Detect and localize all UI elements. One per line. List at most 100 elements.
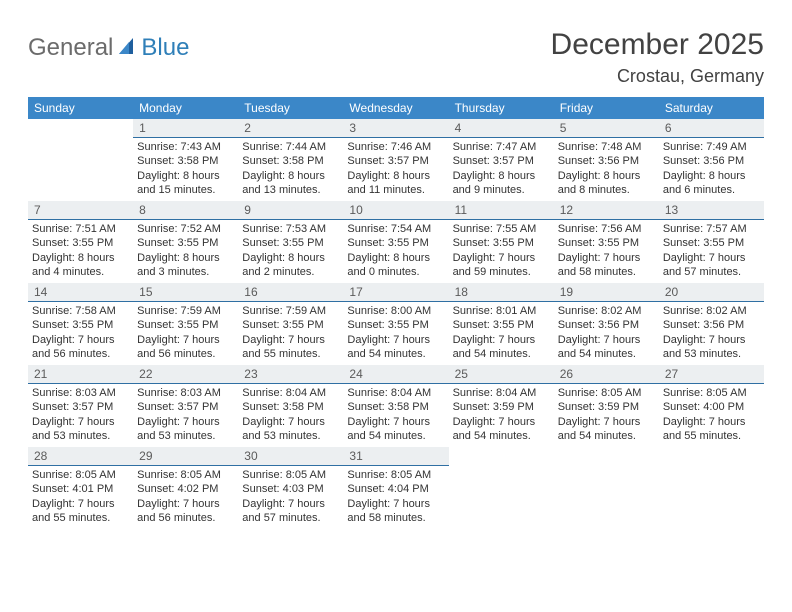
calendar-day-cell: 22Sunrise: 8:03 AMSunset: 3:57 PMDayligh… xyxy=(133,365,238,447)
day-number: 20 xyxy=(659,283,764,302)
calendar-day-cell: 18Sunrise: 8:01 AMSunset: 3:55 PMDayligh… xyxy=(449,283,554,365)
day-number: 10 xyxy=(343,201,448,220)
day-detail-line: Sunset: 3:57 PM xyxy=(453,154,550,168)
day-details: Sunrise: 8:02 AMSunset: 3:56 PMDaylight:… xyxy=(659,302,764,363)
calendar-day-cell: 16Sunrise: 7:59 AMSunset: 3:55 PMDayligh… xyxy=(238,283,343,365)
day-number: 25 xyxy=(449,365,554,384)
day-detail-line: Sunset: 3:59 PM xyxy=(558,400,655,414)
day-number: 28 xyxy=(28,447,133,466)
day-detail-line: Sunrise: 8:02 AM xyxy=(558,304,655,318)
day-details: Sunrise: 7:54 AMSunset: 3:55 PMDaylight:… xyxy=(343,220,448,281)
weekday-header: Tuesday xyxy=(238,97,343,119)
day-detail-line: Sunrise: 7:56 AM xyxy=(558,222,655,236)
day-detail-line: Sunrise: 7:59 AM xyxy=(242,304,339,318)
calendar-week-row: 1Sunrise: 7:43 AMSunset: 3:58 PMDaylight… xyxy=(28,119,764,201)
day-detail-line: Sunset: 3:58 PM xyxy=(242,400,339,414)
day-number: 19 xyxy=(554,283,659,302)
day-detail-line: Daylight: 7 hours and 53 minutes. xyxy=(32,415,129,444)
weekday-header: Wednesday xyxy=(343,97,448,119)
day-number: 24 xyxy=(343,365,448,384)
day-number: 12 xyxy=(554,201,659,220)
calendar-week-row: 28Sunrise: 8:05 AMSunset: 4:01 PMDayligh… xyxy=(28,447,764,529)
day-detail-line: Sunset: 3:55 PM xyxy=(137,318,234,332)
day-detail-line: Sunset: 3:55 PM xyxy=(242,236,339,250)
weekday-header: Sunday xyxy=(28,97,133,119)
day-details: Sunrise: 7:55 AMSunset: 3:55 PMDaylight:… xyxy=(449,220,554,281)
day-detail-line: Sunset: 3:56 PM xyxy=(558,154,655,168)
day-details: Sunrise: 7:59 AMSunset: 3:55 PMDaylight:… xyxy=(133,302,238,363)
day-details: Sunrise: 7:43 AMSunset: 3:58 PMDaylight:… xyxy=(133,138,238,199)
weekday-header: Thursday xyxy=(449,97,554,119)
calendar-day-cell: 14Sunrise: 7:58 AMSunset: 3:55 PMDayligh… xyxy=(28,283,133,365)
calendar-day-cell: 30Sunrise: 8:05 AMSunset: 4:03 PMDayligh… xyxy=(238,447,343,529)
day-detail-line: Daylight: 7 hours and 54 minutes. xyxy=(453,415,550,444)
calendar-day-cell: 8Sunrise: 7:52 AMSunset: 3:55 PMDaylight… xyxy=(133,201,238,283)
day-number: 8 xyxy=(133,201,238,220)
calendar-day-cell: 4Sunrise: 7:47 AMSunset: 3:57 PMDaylight… xyxy=(449,119,554,201)
calendar-day-cell: 26Sunrise: 8:05 AMSunset: 3:59 PMDayligh… xyxy=(554,365,659,447)
day-detail-line: Sunrise: 7:55 AM xyxy=(453,222,550,236)
day-detail-line: Sunrise: 7:59 AM xyxy=(137,304,234,318)
day-detail-line: Daylight: 7 hours and 55 minutes. xyxy=(663,415,760,444)
calendar-day-cell xyxy=(449,447,554,529)
day-details: Sunrise: 7:56 AMSunset: 3:55 PMDaylight:… xyxy=(554,220,659,281)
day-details: Sunrise: 8:02 AMSunset: 3:56 PMDaylight:… xyxy=(554,302,659,363)
day-detail-line: Sunrise: 8:05 AM xyxy=(347,468,444,482)
calendar-day-cell: 11Sunrise: 7:55 AMSunset: 3:55 PMDayligh… xyxy=(449,201,554,283)
calendar-table: SundayMondayTuesdayWednesdayThursdayFrid… xyxy=(28,97,764,529)
day-details: Sunrise: 8:05 AMSunset: 4:04 PMDaylight:… xyxy=(343,466,448,527)
day-detail-line: Daylight: 7 hours and 55 minutes. xyxy=(32,497,129,526)
day-details: Sunrise: 7:52 AMSunset: 3:55 PMDaylight:… xyxy=(133,220,238,281)
day-detail-line: Daylight: 7 hours and 55 minutes. xyxy=(242,333,339,362)
day-detail-line: Sunrise: 8:03 AM xyxy=(137,386,234,400)
day-detail-line: Sunset: 4:03 PM xyxy=(242,482,339,496)
day-detail-line: Daylight: 8 hours and 3 minutes. xyxy=(137,251,234,280)
day-detail-line: Sunset: 3:55 PM xyxy=(32,236,129,250)
calendar-day-cell: 5Sunrise: 7:48 AMSunset: 3:56 PMDaylight… xyxy=(554,119,659,201)
day-detail-line: Daylight: 7 hours and 53 minutes. xyxy=(137,415,234,444)
calendar-day-cell: 28Sunrise: 8:05 AMSunset: 4:01 PMDayligh… xyxy=(28,447,133,529)
calendar-page: General Blue December 2025 Crostau, Germ… xyxy=(0,0,792,529)
weekday-header: Monday xyxy=(133,97,238,119)
day-details: Sunrise: 7:49 AMSunset: 3:56 PMDaylight:… xyxy=(659,138,764,199)
logo-text-blue: Blue xyxy=(141,34,189,62)
day-detail-line: Sunset: 3:57 PM xyxy=(32,400,129,414)
day-number: 26 xyxy=(554,365,659,384)
calendar-day-cell: 17Sunrise: 8:00 AMSunset: 3:55 PMDayligh… xyxy=(343,283,448,365)
day-detail-line: Sunrise: 7:47 AM xyxy=(453,140,550,154)
day-detail-line: Sunset: 3:55 PM xyxy=(663,236,760,250)
day-detail-line: Daylight: 7 hours and 53 minutes. xyxy=(242,415,339,444)
day-detail-line: Daylight: 7 hours and 56 minutes. xyxy=(32,333,129,362)
day-detail-line: Sunset: 3:56 PM xyxy=(663,154,760,168)
day-detail-line: Sunrise: 7:46 AM xyxy=(347,140,444,154)
calendar-day-cell: 27Sunrise: 8:05 AMSunset: 4:00 PMDayligh… xyxy=(659,365,764,447)
day-detail-line: Sunrise: 8:03 AM xyxy=(32,386,129,400)
day-detail-line: Sunset: 3:55 PM xyxy=(32,318,129,332)
calendar-day-cell xyxy=(554,447,659,529)
day-number: 6 xyxy=(659,119,764,138)
day-details: Sunrise: 8:05 AMSunset: 3:59 PMDaylight:… xyxy=(554,384,659,445)
day-details: Sunrise: 7:47 AMSunset: 3:57 PMDaylight:… xyxy=(449,138,554,199)
calendar-day-cell xyxy=(659,447,764,529)
calendar-day-cell: 25Sunrise: 8:04 AMSunset: 3:59 PMDayligh… xyxy=(449,365,554,447)
calendar-day-cell: 31Sunrise: 8:05 AMSunset: 4:04 PMDayligh… xyxy=(343,447,448,529)
calendar-day-cell: 23Sunrise: 8:04 AMSunset: 3:58 PMDayligh… xyxy=(238,365,343,447)
day-details: Sunrise: 8:01 AMSunset: 3:55 PMDaylight:… xyxy=(449,302,554,363)
calendar-week-row: 14Sunrise: 7:58 AMSunset: 3:55 PMDayligh… xyxy=(28,283,764,365)
calendar-day-cell xyxy=(28,119,133,201)
day-detail-line: Sunset: 3:57 PM xyxy=(137,400,234,414)
calendar-day-cell: 9Sunrise: 7:53 AMSunset: 3:55 PMDaylight… xyxy=(238,201,343,283)
day-detail-line: Daylight: 7 hours and 56 minutes. xyxy=(137,497,234,526)
day-details: Sunrise: 8:05 AMSunset: 4:00 PMDaylight:… xyxy=(659,384,764,445)
day-detail-line: Sunrise: 7:54 AM xyxy=(347,222,444,236)
calendar-day-cell: 24Sunrise: 8:04 AMSunset: 3:58 PMDayligh… xyxy=(343,365,448,447)
day-detail-line: Sunset: 4:00 PM xyxy=(663,400,760,414)
day-detail-line: Daylight: 7 hours and 58 minutes. xyxy=(347,497,444,526)
day-number: 9 xyxy=(238,201,343,220)
day-detail-line: Daylight: 8 hours and 11 minutes. xyxy=(347,169,444,198)
day-detail-line: Sunset: 3:55 PM xyxy=(453,318,550,332)
day-detail-line: Sunrise: 8:00 AM xyxy=(347,304,444,318)
day-detail-line: Sunrise: 7:51 AM xyxy=(32,222,129,236)
day-detail-line: Sunrise: 8:04 AM xyxy=(453,386,550,400)
day-number: 5 xyxy=(554,119,659,138)
